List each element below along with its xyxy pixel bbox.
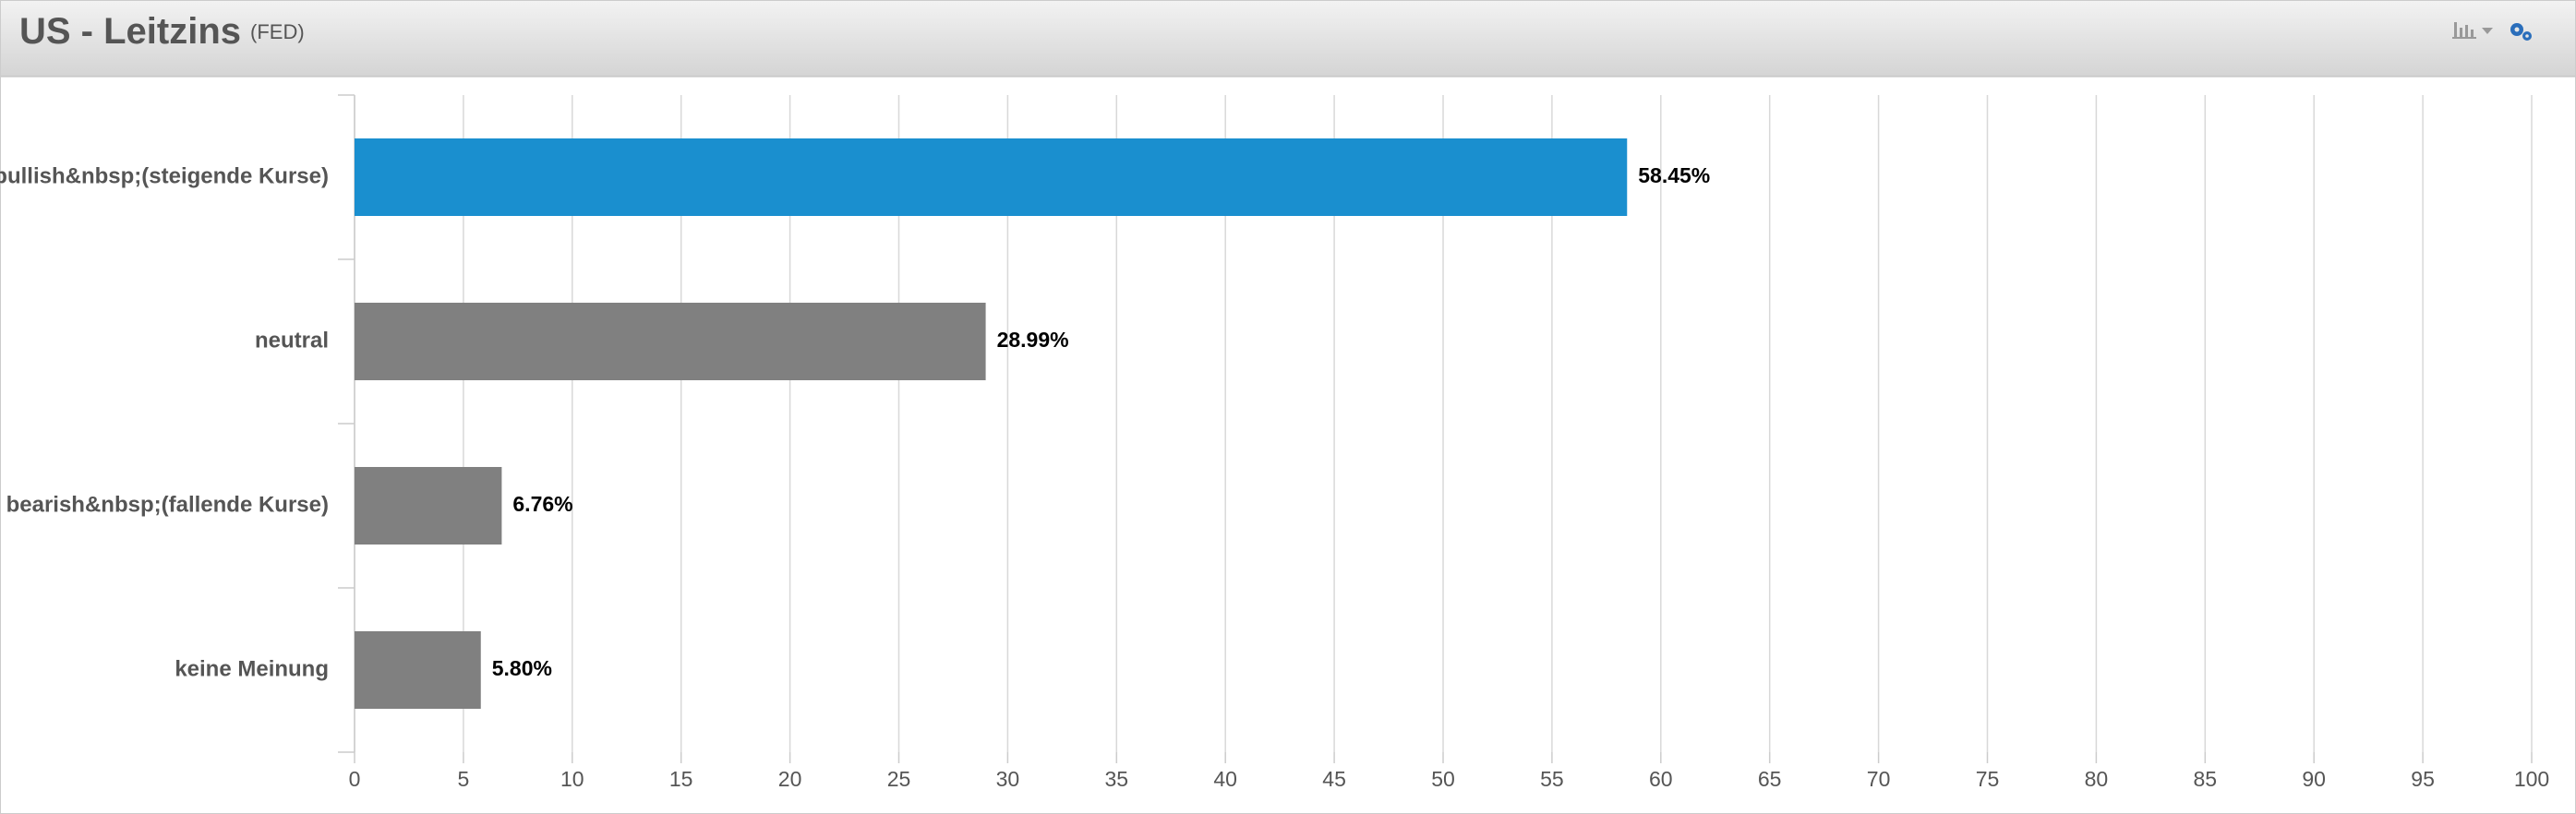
x-tick-label: 50 [1431, 767, 1455, 791]
x-tick-label: 45 [1322, 767, 1346, 791]
x-tick-label: 85 [2194, 767, 2218, 791]
x-tick-label: 35 [1105, 767, 1129, 791]
x-tick-label: 5 [458, 767, 470, 791]
value-label: 5.80% [492, 656, 552, 680]
x-tick-label: 95 [2411, 767, 2435, 791]
x-tick-label: 30 [996, 767, 1020, 791]
x-tick-label: 15 [669, 767, 693, 791]
x-tick-label: 90 [2302, 767, 2326, 791]
x-tick-label: 60 [1649, 767, 1673, 791]
value-label: 58.45% [1638, 163, 1710, 187]
title: US - Leitzins [19, 11, 241, 52]
bar [355, 467, 502, 545]
x-tick-label: 25 [887, 767, 911, 791]
chart-type-icon[interactable] [2452, 22, 2493, 39]
x-tick-label: 40 [1213, 767, 1237, 791]
x-tick-label: 100 [2514, 767, 2549, 791]
x-tick-label: 70 [1867, 767, 1891, 791]
x-tick-label: 55 [1540, 767, 1564, 791]
header [1, 1, 2575, 77]
chart-title: US - Leitzins (FED) [19, 11, 305, 52]
subtitle: (FED) [250, 20, 305, 43]
bar [355, 631, 481, 709]
bar [355, 303, 986, 380]
x-tick-label: 65 [1758, 767, 1782, 791]
y-tick-label: bearish&nbsp;(fallende Kurse) [6, 492, 329, 517]
value-label: 28.99% [997, 328, 1069, 352]
x-tick-label: 75 [1976, 767, 2000, 791]
x-tick-label: 0 [349, 767, 361, 791]
bar [355, 138, 1628, 216]
x-tick-label: 10 [560, 767, 584, 791]
y-tick-label: keine Meinung [175, 656, 329, 681]
value-label: 6.76% [512, 492, 572, 516]
y-tick-label: neutral [255, 328, 329, 353]
settings-icon[interactable] [2510, 23, 2532, 41]
x-tick-label: 20 [778, 767, 802, 791]
x-tick-label: 80 [2085, 767, 2109, 791]
y-tick-label: bullish&nbsp;(steigende Kurse) [0, 163, 329, 188]
